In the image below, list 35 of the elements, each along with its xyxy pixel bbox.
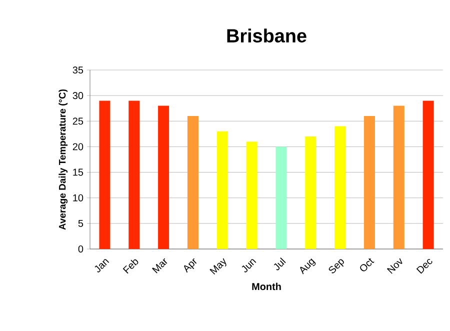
bar xyxy=(158,106,170,249)
x-tick-label: Jan xyxy=(94,259,110,272)
bar xyxy=(128,100,140,249)
bar xyxy=(246,142,258,249)
x-axis-title: Month xyxy=(252,282,281,290)
bar xyxy=(187,116,198,249)
y-tick-label: 30 xyxy=(72,92,84,100)
x-tick-label: Sep xyxy=(328,259,344,274)
chart-title: Brisbane xyxy=(227,28,306,43)
y-tick-label: 20 xyxy=(72,143,84,150)
bar xyxy=(393,106,404,249)
x-tick-label: Oct xyxy=(360,258,374,272)
x-tick-label: Nov xyxy=(386,258,402,274)
y-tick-label: 5 xyxy=(78,220,84,227)
bar xyxy=(422,100,434,249)
y-tick-label: 10 xyxy=(73,194,84,202)
x-tick-label: Mar xyxy=(152,258,168,274)
bar xyxy=(305,136,316,249)
y-tick-label: 15 xyxy=(73,168,84,176)
x-tick-label: Jun xyxy=(242,259,256,272)
x-tick-label: May xyxy=(210,258,226,275)
bar xyxy=(276,146,287,249)
y-tick-label: 25 xyxy=(72,118,84,125)
y-axis-title: Average Daily Temperature (°C) xyxy=(58,89,68,230)
bar xyxy=(334,126,346,249)
bar xyxy=(99,100,110,249)
x-tick-label: Dec xyxy=(416,258,432,274)
y-tick-label: 0 xyxy=(78,245,84,253)
y-tick-label: 35 xyxy=(72,66,84,74)
x-tick-label: Aug xyxy=(300,258,316,274)
x-tick-label: Jul xyxy=(274,257,286,270)
x-tick-label: Apr xyxy=(184,258,197,273)
x-tick-label: Feb xyxy=(122,259,138,274)
bar xyxy=(364,116,375,249)
bar xyxy=(216,131,228,249)
